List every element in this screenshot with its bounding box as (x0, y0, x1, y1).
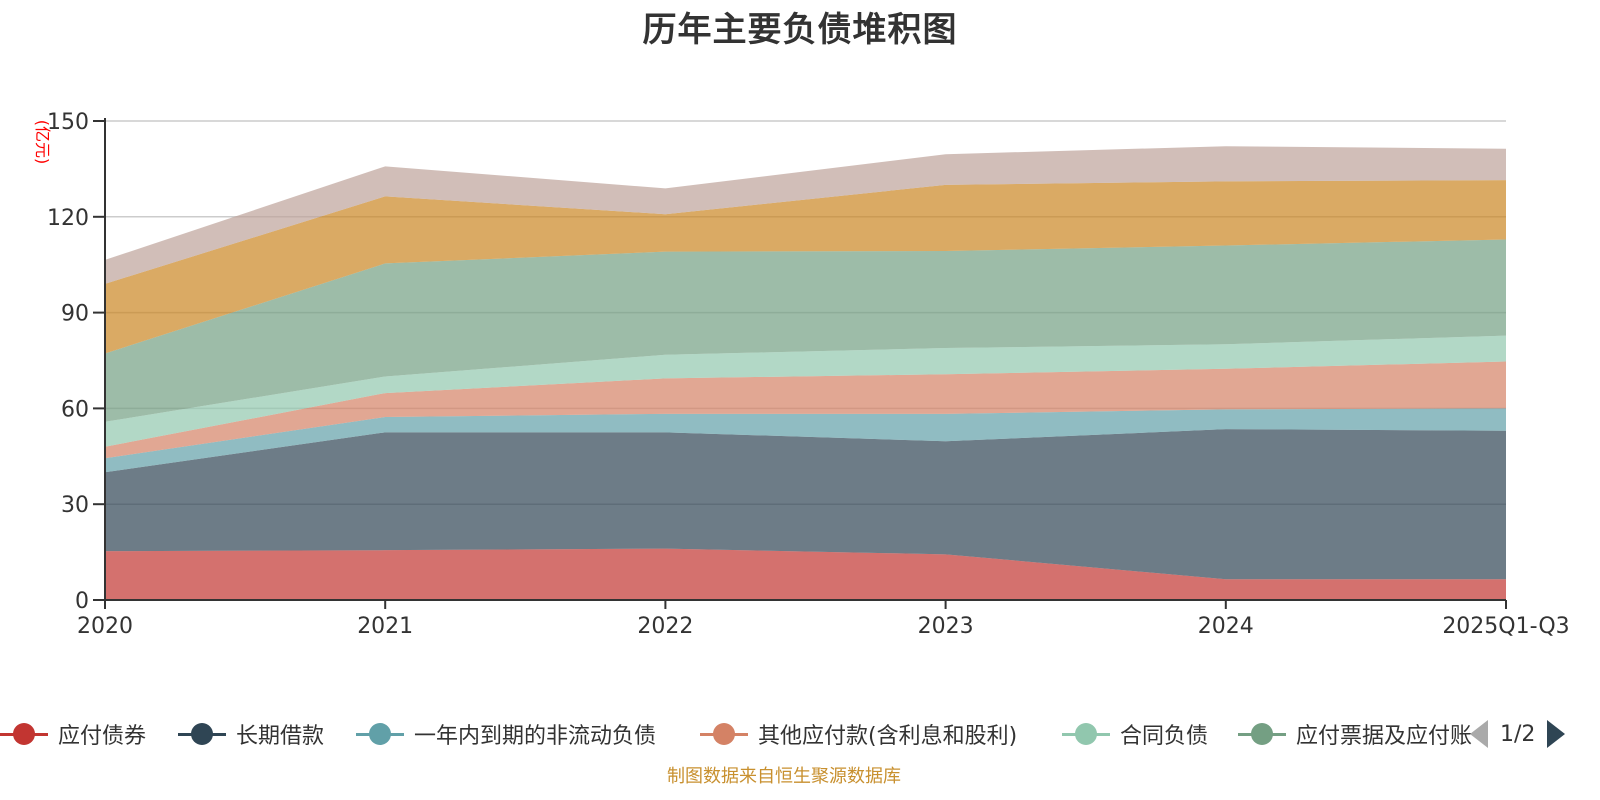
triangle-right-icon[interactable] (1547, 720, 1566, 748)
legend-label: 其他应付款(含利息和股利) (758, 724, 1018, 749)
legend-label: 合同负债 (1120, 724, 1209, 749)
legend-item[interactable]: 一年内到期的非流动负债 (356, 716, 656, 752)
area-series-1 (105, 429, 1506, 580)
x-tick-label: 2021 (357, 614, 413, 639)
x-tick-label: 2022 (637, 614, 693, 639)
x-tick-label: 2020 (77, 614, 133, 639)
x-tick-label: 2025Q1-Q3 (1442, 614, 1569, 639)
area-series-6 (105, 180, 1506, 354)
y-tick-label: 90 (61, 302, 89, 327)
legend-item[interactable]: 应付债券 (0, 716, 146, 752)
legend-page-indicator: 1/2 (1500, 721, 1536, 747)
legend-marker-icon (178, 722, 226, 746)
area-series-4 (105, 335, 1506, 447)
axes: 0 30 60 90 120 150 2020 2021 2022 2023 2024 2025Q1-… (47, 110, 1570, 639)
area-series-3 (105, 361, 1506, 459)
legend-marker-icon (700, 722, 748, 746)
legend-marker-icon (1238, 722, 1286, 746)
x-tick-label: 2024 (1198, 614, 1254, 639)
legend-label: 长期借款 (236, 724, 325, 749)
area-series-0 (105, 548, 1506, 600)
y-tick-label: 30 (61, 493, 89, 518)
area-series-7 (105, 146, 1506, 284)
y-axis-unit-label: (亿元) (33, 120, 52, 165)
legend-item[interactable]: 应付票据及应付账 (1238, 716, 1472, 752)
legend-item[interactable]: 长期借款 (178, 716, 324, 752)
area-series-5 (105, 239, 1506, 422)
legend-marker-icon (0, 722, 48, 746)
legend-marker-icon (356, 722, 404, 746)
legend-label: 应付债券 (58, 724, 147, 749)
legend: 应付债券 长期借款 一年内到期的非流动负债 其他应付款(含利息和股利) 合同负债 应付票据… (0, 716, 1600, 752)
legend-label: 应付票据及应付账 (1296, 724, 1473, 749)
legend-item[interactable]: 合同负债 (1062, 716, 1208, 752)
legend-item[interactable]: 其他应付款(含利息和股利) (700, 716, 1017, 752)
chart-title: 历年主要负债堆积图 (642, 10, 958, 50)
legend-pager: 1/2 (1470, 716, 1566, 752)
area-series-2 (105, 408, 1506, 473)
triangle-left-icon[interactable] (1470, 720, 1488, 748)
legend-marker-icon (1062, 722, 1110, 746)
y-tick-label: 120 (47, 206, 89, 231)
area-series (105, 146, 1506, 600)
y-tick-label: 60 (61, 397, 89, 422)
x-tick-label: 2023 (918, 614, 974, 639)
y-tick-label: 150 (47, 110, 89, 135)
y-tick-label: 0 (75, 589, 89, 614)
source-note: 制图数据来自恒生聚源数据库 (667, 766, 901, 787)
legend-label: 一年内到期的非流动负债 (414, 724, 657, 749)
